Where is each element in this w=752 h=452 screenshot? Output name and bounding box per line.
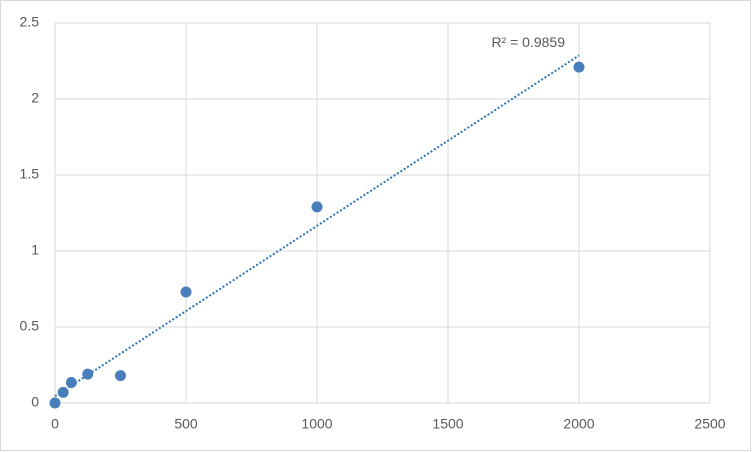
x-tick-label: 0 xyxy=(51,416,59,432)
y-tick-label: 2.5 xyxy=(20,14,40,30)
data-point xyxy=(311,201,323,213)
trendline-r2: R² = 0.9859 xyxy=(491,34,565,50)
trendline xyxy=(54,54,580,398)
y-tick-label: 2 xyxy=(31,90,39,106)
y-tick-label: 1 xyxy=(31,242,39,258)
x-tick-label: 1000 xyxy=(301,416,332,432)
data-point xyxy=(115,370,126,382)
data-point xyxy=(573,61,585,73)
data-point xyxy=(65,376,77,388)
y-tick-label: 0.5 xyxy=(20,318,40,334)
data-point xyxy=(57,386,69,398)
x-tick-label: 500 xyxy=(174,416,198,432)
y-tick-label: 1.5 xyxy=(20,166,40,182)
data-point xyxy=(82,368,94,380)
x-tick-label: 2000 xyxy=(563,416,594,432)
x-tick-label: 1500 xyxy=(432,416,463,432)
y-tick-label: 0 xyxy=(31,394,39,410)
x-tick-label: 2500 xyxy=(694,416,725,432)
data-point xyxy=(49,397,61,409)
data-point xyxy=(180,286,192,298)
